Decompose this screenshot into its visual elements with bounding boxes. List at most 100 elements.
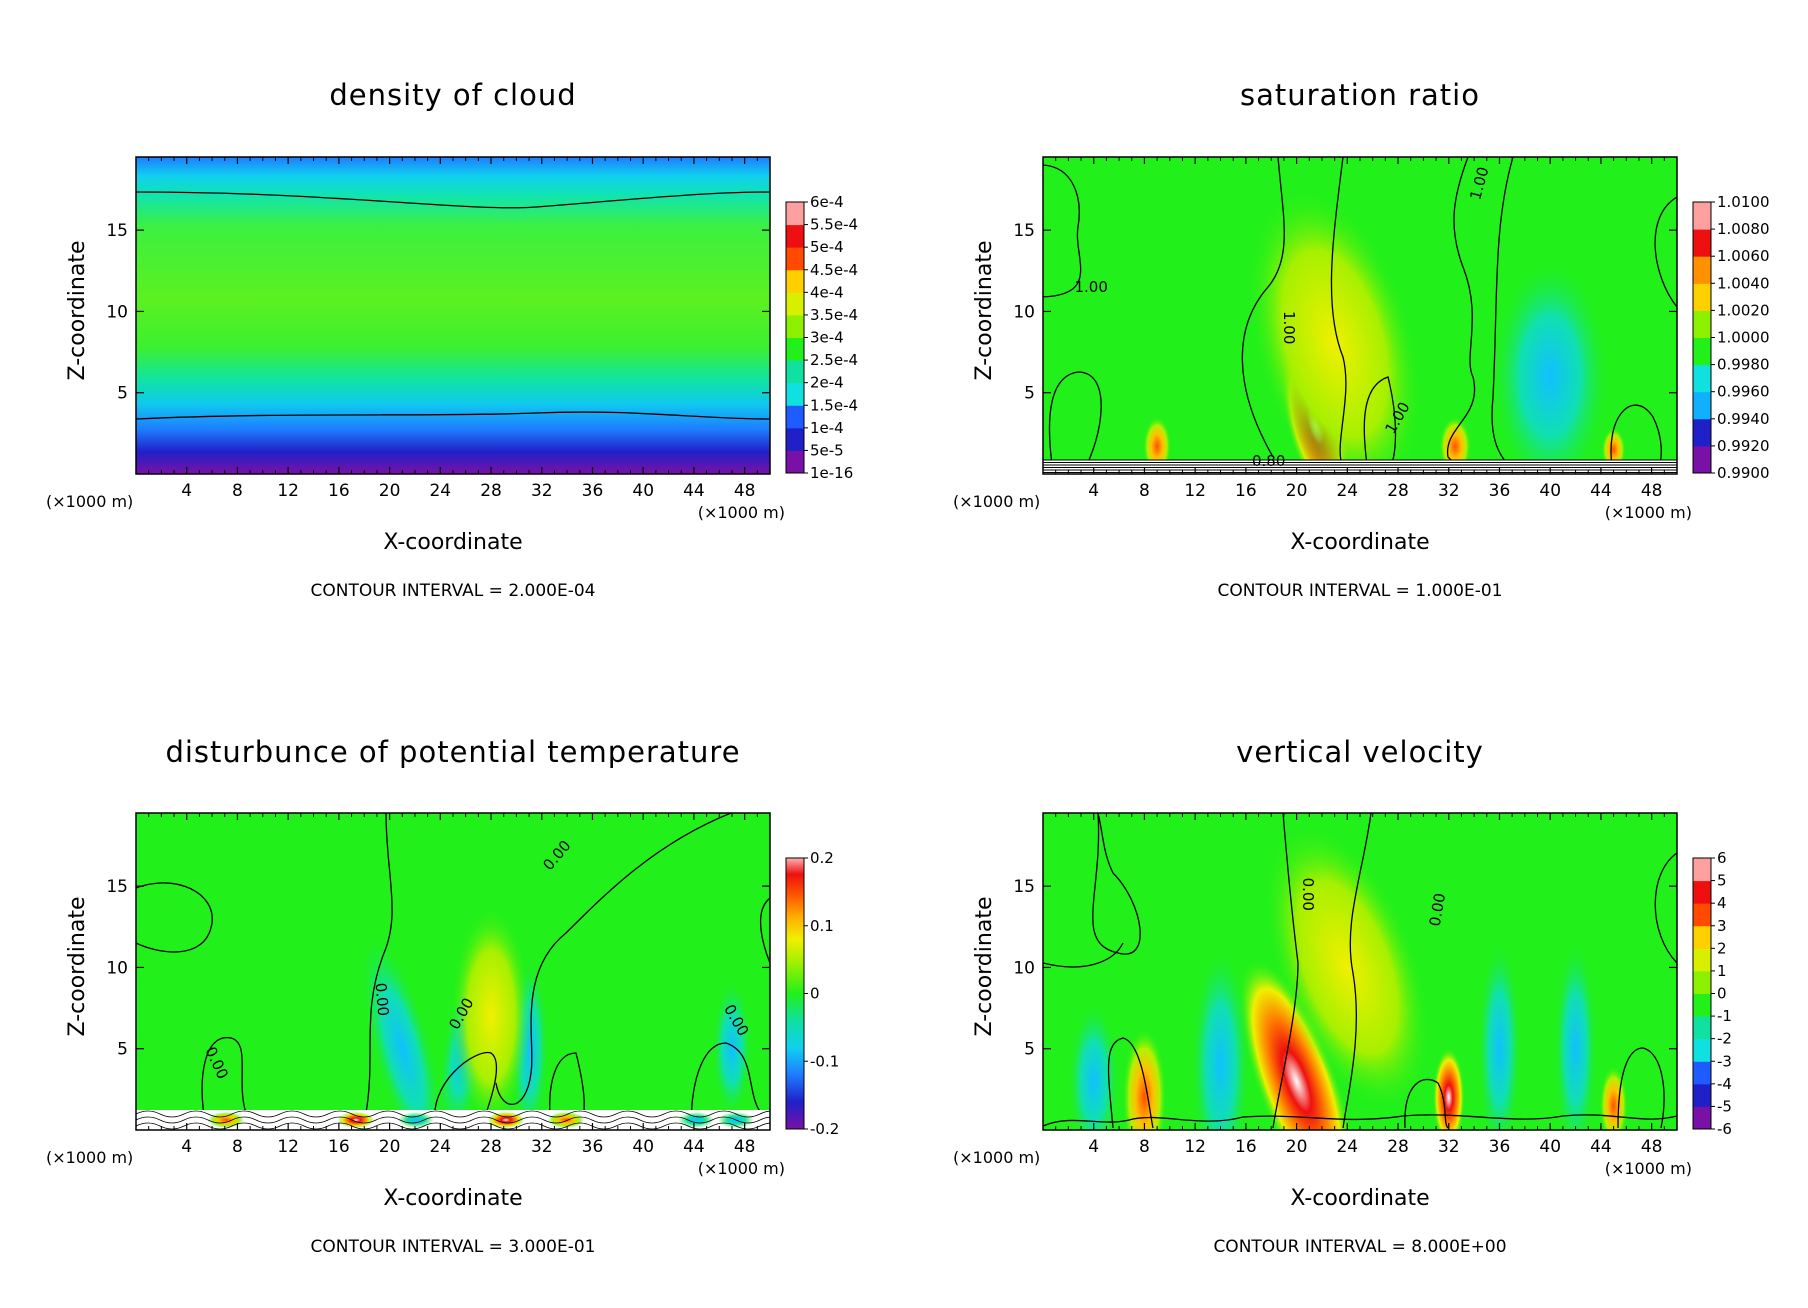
contour-interval-note: CONTOUR INTERVAL = 2.000E-04	[311, 581, 596, 601]
x-tick-label: 48	[1641, 1137, 1663, 1157]
x-tick-label: 20	[379, 1137, 401, 1157]
contour-line	[1272, 813, 1299, 1129]
colorbar-step	[1693, 1083, 1711, 1107]
field-feature	[548, 1112, 584, 1128]
x-tick-label: 28	[1387, 1137, 1409, 1157]
colorbar-label: 5e-4	[810, 238, 844, 256]
x-tick-label: 24	[1336, 481, 1358, 501]
x-tick-label: 40	[632, 481, 654, 501]
colorbar-label: 2.5e-4	[810, 351, 858, 369]
colorbar-step	[786, 382, 804, 406]
colorbar: 6 5 4 3 2 1 0 -1 -2 -3 -4 -5 -6	[1692, 849, 1732, 1138]
plot-area: 0.00 0.00	[1043, 813, 1677, 1130]
x-unit-left: (×1000 m)	[46, 492, 133, 511]
y-axis-label: Z-coordinate	[972, 241, 997, 381]
x-unit-left: (×1000 m)	[953, 1148, 1040, 1167]
contour-line	[1107, 1037, 1154, 1129]
colorbar-label: 3	[1717, 917, 1727, 935]
x-tick-label: 8	[1139, 481, 1150, 501]
colorbar-step	[1693, 1061, 1711, 1085]
contour-label: 1.00	[1280, 311, 1298, 344]
x-unit-left: (×1000 m)	[46, 1148, 133, 1167]
colorbar-step	[1693, 970, 1711, 994]
colorbar-label: 0.2	[810, 849, 834, 867]
contour-line	[365, 813, 393, 1114]
contour-label: 0.80	[1252, 452, 1285, 470]
x-tick-label: 36	[582, 1137, 604, 1157]
x-tick-label: 4	[1088, 481, 1099, 501]
field-fill	[136, 157, 770, 474]
colorbar-step	[1693, 1106, 1711, 1130]
x-tick-label: 40	[1539, 1137, 1561, 1157]
field-feature	[1067, 1001, 1120, 1130]
colorbar-label: 1.0000	[1717, 329, 1770, 347]
colorbar-label: -2	[1717, 1030, 1732, 1048]
colorbar-label: 5	[1717, 872, 1727, 890]
x-unit-right: (×1000 m)	[1605, 1159, 1692, 1178]
chart-title: disturbunce of potential temperature	[165, 735, 740, 769]
field-feature	[1238, 958, 1355, 1130]
colorbar-step	[786, 314, 804, 338]
x-tick-label: 40	[632, 1137, 654, 1157]
contour-line	[1043, 1114, 1677, 1127]
colorbar-label: 4.5e-4	[810, 261, 858, 279]
y-tick-label: 10	[1013, 302, 1035, 322]
x-axis-label: X-coordinate	[1290, 1186, 1429, 1211]
contour-label: 0.00	[1299, 878, 1317, 911]
colorbar-step	[786, 427, 804, 451]
field-feature	[1190, 945, 1251, 1130]
y-tick-label: 15	[106, 877, 128, 897]
colorbar-step	[786, 292, 804, 316]
contour-line	[136, 1116, 770, 1124]
colorbar-label: -4	[1717, 1075, 1732, 1093]
contour-line	[1617, 1047, 1665, 1129]
colorbar-step	[786, 405, 804, 429]
x-tick-label: 44	[1590, 481, 1612, 501]
colorbar-step	[1693, 202, 1711, 230]
contour-line	[1043, 164, 1082, 298]
x-tick-label: 4	[181, 481, 192, 501]
x-tick-label: 4	[181, 1137, 192, 1157]
x-axis-label: X-coordinate	[383, 1186, 522, 1211]
boundary-layer	[136, 1110, 770, 1130]
contour-line	[1048, 371, 1102, 473]
colorbar-step	[1693, 903, 1711, 927]
y-tick-label: 10	[106, 302, 128, 322]
colorbar-label: -0.1	[810, 1052, 839, 1070]
contour-label: 1.00	[1074, 278, 1107, 296]
field-feature	[451, 906, 532, 1127]
colorbar-label: 6e-4	[810, 193, 844, 211]
chart-panel-3: disturbunce of potential temperature 0.00…	[46, 735, 839, 1257]
field-feature	[1477, 938, 1522, 1130]
y-tick-label: 15	[1013, 221, 1035, 241]
colorbar-label: 1	[1717, 962, 1727, 980]
x-tick-label: 48	[734, 481, 756, 501]
contour-label: 0.00	[371, 982, 392, 1017]
colorbar-label: -5	[1717, 1097, 1732, 1115]
contour-line	[434, 1051, 498, 1129]
x-tick-label: 24	[1336, 1137, 1358, 1157]
colorbar-step	[1693, 391, 1711, 420]
colorbar-step	[1693, 283, 1711, 311]
colorbar-label: 0.9960	[1717, 383, 1770, 401]
colorbar-step	[1693, 880, 1711, 904]
contour-line	[1447, 157, 1476, 473]
contour-line	[1654, 852, 1677, 964]
contour-line	[1610, 404, 1662, 473]
colorbar-label: 1.0020	[1717, 301, 1770, 319]
x-tick-label: 32	[1438, 481, 1460, 501]
colorbar-label: 0	[810, 985, 820, 1003]
colorbar-label: 0.9940	[1717, 410, 1770, 428]
contour-interval-note: CONTOUR INTERVAL = 1.000E-01	[1218, 581, 1503, 601]
colorbar-label: 0.9900	[1717, 464, 1770, 482]
x-unit-right: (×1000 m)	[698, 1159, 785, 1178]
contour-line	[1491, 157, 1514, 473]
y-axis-label: Z-coordinate	[65, 241, 90, 381]
x-axis-label: X-coordinate	[1290, 530, 1429, 555]
y-tick-label: 15	[1013, 877, 1035, 897]
contour-line	[1330, 157, 1347, 468]
x-tick-label: 20	[379, 481, 401, 501]
colorbar-label: 1.0040	[1717, 274, 1770, 292]
colorbar-label: -6	[1717, 1120, 1732, 1138]
